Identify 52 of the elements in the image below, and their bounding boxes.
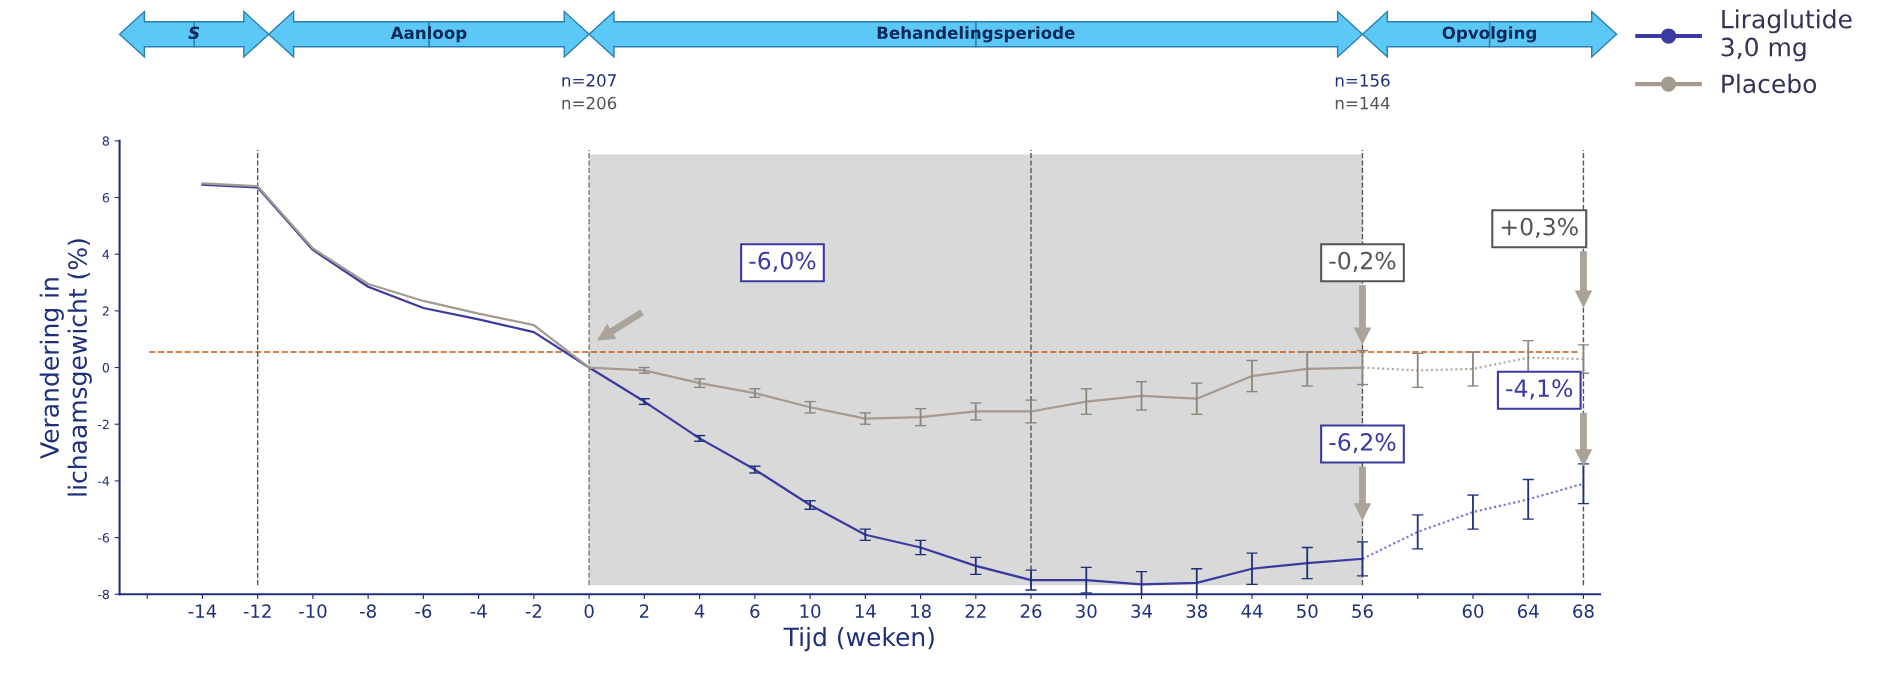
y-tick-label: -6 — [98, 533, 110, 543]
annotation: +0,3% — [1501, 217, 1578, 238]
x-tick-label: 30 — [1076, 604, 1097, 618]
y-tick-label: -8 — [98, 589, 109, 600]
y-tick-label: 0 — [102, 363, 110, 373]
x-tick-label: -6 — [415, 604, 432, 618]
y-tick-label: 8 — [102, 136, 109, 146]
x-tick-label: -14 — [188, 604, 217, 618]
y-tick-label: 6 — [102, 192, 110, 203]
x-tick-label: -2 — [525, 604, 542, 618]
x-tick-label: 6 — [750, 604, 760, 618]
x-tick-label: 34 — [1131, 604, 1152, 618]
text: Aanloop — [390, 26, 467, 43]
x-tick-label: -10 — [299, 604, 327, 618]
text: Behandelingsperiode — [877, 26, 1075, 43]
text: Opvolging — [1442, 26, 1536, 43]
x-tick-label: 10 — [800, 604, 821, 618]
annotation: -6,2% — [1329, 433, 1396, 454]
x-axis-title: Tijd (weken) — [783, 627, 934, 652]
text: S — [188, 26, 200, 40]
text: n=207 — [562, 74, 616, 87]
x-tick-label: 14 — [855, 604, 876, 618]
line-series — [1361, 356, 1585, 372]
y-tick-label: -2 — [98, 419, 109, 429]
x-tick-label: 4 — [694, 604, 705, 618]
x-tick-label: 64 — [1517, 604, 1539, 618]
annotation: -4,1% — [1506, 379, 1573, 400]
y-tick-label: 4 — [102, 249, 110, 259]
text: n=144 — [1335, 97, 1390, 110]
x-tick-label: 56 — [1352, 604, 1373, 618]
x-tick-label: 60 — [1462, 604, 1484, 618]
x-tick-label: 50 — [1297, 604, 1318, 618]
x-tick-label: 44 — [1241, 604, 1263, 618]
y-tick-label: 2 — [102, 306, 109, 316]
x-tick-label: -4 — [470, 604, 487, 618]
legend-label: Liraglutide 3,0 mg — [1721, 9, 1852, 62]
y-axis-title: Verandering in lichaamsgewicht (%) — [39, 239, 92, 496]
annotation: -6,0% — [749, 251, 816, 272]
y-tick-label: -4 — [98, 476, 110, 486]
x-tick-label: 0 — [584, 604, 594, 618]
x-tick-label: 26 — [1020, 604, 1042, 618]
x-tick-label: -12 — [243, 604, 271, 618]
x-tick-label: -8 — [360, 604, 376, 618]
text: n=156 — [1335, 74, 1390, 87]
annotation: -0,2% — [1329, 251, 1396, 272]
x-tick-label: 38 — [1186, 604, 1208, 618]
text: n=206 — [562, 96, 617, 110]
x-tick-label: 22 — [965, 604, 986, 618]
legend-label: Placebo — [1722, 73, 1817, 94]
x-tick-label: 18 — [911, 604, 931, 618]
x-tick-label: 2 — [639, 604, 649, 618]
x-tick-label: 68 — [1573, 604, 1594, 618]
